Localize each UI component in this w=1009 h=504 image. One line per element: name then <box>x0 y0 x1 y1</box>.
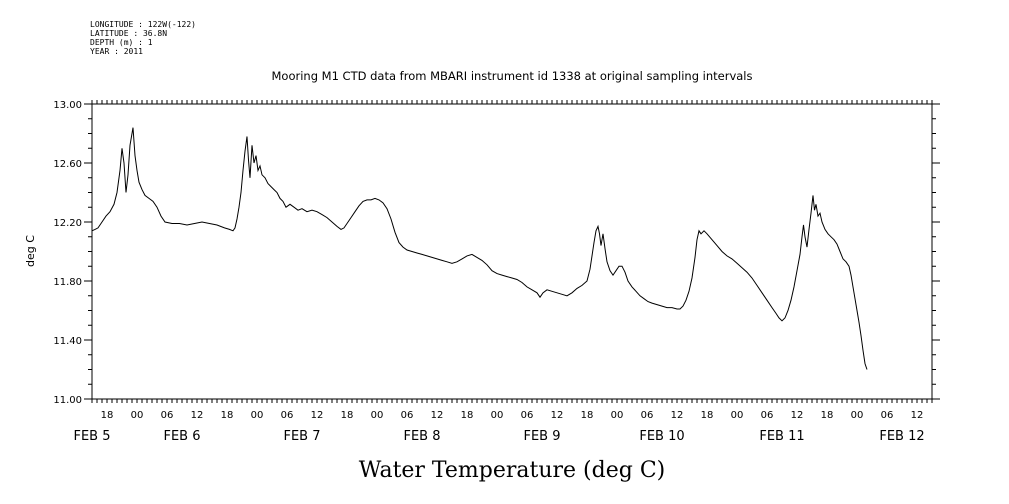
x-hour-label: 06 <box>401 410 414 421</box>
x-hour-label: 12 <box>551 410 564 421</box>
y-tick-label: 12.20 <box>53 218 82 229</box>
y-tick-label: 11.80 <box>53 277 82 288</box>
chart-title: Mooring M1 CTD data from MBARI instrumen… <box>272 69 753 83</box>
series-line-water-temperature <box>91 127 868 370</box>
plot-frame <box>91 103 933 400</box>
x-hour-label: 12 <box>431 410 444 421</box>
x-hour-label: 12 <box>911 410 924 421</box>
x-date-label: FEB 7 <box>283 429 320 444</box>
x-hour-label: 00 <box>371 410 384 421</box>
x-date-label: FEB 11 <box>759 429 804 444</box>
x-date-label: FEB 5 <box>73 429 110 444</box>
x-date-label: FEB 12 <box>879 429 924 444</box>
x-date-label: FEB 6 <box>163 429 200 444</box>
x-hour-label: 00 <box>851 410 864 421</box>
x-hour-label: 12 <box>791 410 804 421</box>
x-hour-label: 12 <box>191 410 204 421</box>
year-label: YEAR : 2011 <box>90 47 143 56</box>
x-axis-label: Water Temperature (deg C) <box>359 458 666 483</box>
y-axis-label: deg C <box>24 235 37 267</box>
x-hour-label: 06 <box>881 410 894 421</box>
x-hour-label: 06 <box>161 410 174 421</box>
y-tick-label: 11.40 <box>53 336 82 347</box>
x-hour-label: 00 <box>611 410 624 421</box>
x-hour-label: 00 <box>491 410 504 421</box>
x-date-label: FEB 8 <box>403 429 440 444</box>
x-hour-label: 00 <box>131 410 144 421</box>
x-hour-label: 12 <box>311 410 324 421</box>
ticks-layer <box>84 100 940 403</box>
x-hour-label: 18 <box>701 410 714 421</box>
y-tick-label: 11.00 <box>53 395 82 406</box>
labels-layer: 11.00 11.40 11.80 12.20 12.60 13.00 18 00 06 12 18… <box>53 100 924 444</box>
x-hour-label: 12 <box>671 410 684 421</box>
x-hour-label: 00 <box>251 410 264 421</box>
x-date-label: FEB 9 <box>523 429 560 444</box>
x-hour-label: 18 <box>221 410 234 421</box>
x-hour-label: 06 <box>761 410 774 421</box>
x-hour-label: 06 <box>281 410 294 421</box>
x-hour-label: 18 <box>101 410 114 421</box>
latitude-label: LATITUDE : 36.8N <box>90 29 168 38</box>
y-tick-label: 13.00 <box>53 100 82 111</box>
x-hour-label: 18 <box>341 410 354 421</box>
y-tick-label: 12.60 <box>53 159 82 170</box>
x-hour-label: 06 <box>641 410 654 421</box>
x-date-label: FEB 10 <box>639 429 684 444</box>
x-hour-label: 06 <box>521 410 534 421</box>
x-hour-label: 18 <box>461 410 474 421</box>
x-hour-label: 18 <box>581 410 594 421</box>
longitude-label: LONGITUDE : 122W(-122) <box>90 20 196 29</box>
metadata-block: LONGITUDE : 122W(-122) LATITUDE : 36.8N … <box>90 20 196 56</box>
x-hour-label: 00 <box>731 410 744 421</box>
x-hour-label: 18 <box>821 410 834 421</box>
depth-label: DEPTH (m) : 1 <box>90 38 153 47</box>
